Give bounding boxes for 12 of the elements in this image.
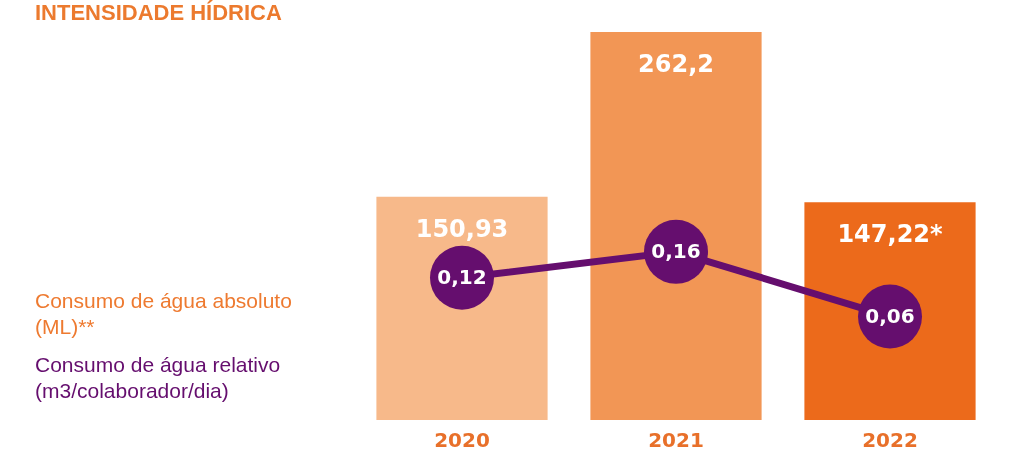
data-label: 0,06 [865,303,915,328]
data-label: 147,22* [837,220,944,249]
data-label: 150,93 [415,214,509,243]
x-tick-label: 2021 [648,428,704,453]
text: Consumo de água absoluto (ML)** [35,288,293,340]
text: Consumo de água relativo (m3/colaborador/dia) [35,352,282,404]
data-label: 0,12 [437,264,487,289]
text: INTENSIDADE HÍDRICA [35,0,282,26]
data-label: 262,2 [638,50,714,79]
x-tick-label: 2020 [434,428,490,453]
x-tick-label: 2022 [862,428,918,453]
data-label: 0,16 [651,239,701,264]
